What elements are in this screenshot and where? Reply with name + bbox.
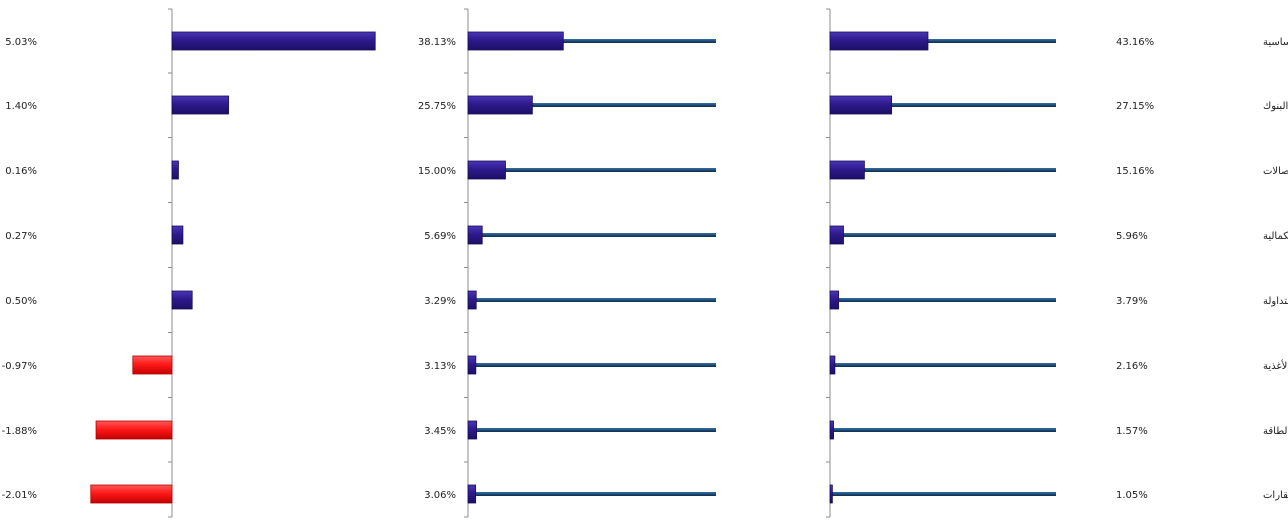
share-middle-track <box>468 298 716 302</box>
change-bar <box>171 95 229 115</box>
change-value-label: 1.40% <box>5 101 37 112</box>
share-right-bar <box>829 355 836 375</box>
share-middle-track <box>468 363 716 367</box>
share-middle-track <box>468 428 716 432</box>
share-middle-value-label: 5.69% <box>424 231 456 242</box>
share-middle-bar <box>467 484 477 504</box>
sector-name-label: الطاقة <box>1263 426 1288 437</box>
change-bar <box>95 420 173 440</box>
change-value-label: 0.27% <box>5 231 37 242</box>
share-right-bar <box>829 225 844 245</box>
change-bar <box>90 484 173 504</box>
share-middle-value-label: 25.75% <box>418 101 456 112</box>
change-value-label: 5.03% <box>5 37 37 48</box>
share-middle-value-label: 3.13% <box>424 361 456 372</box>
share-middle-value-label: 3.06% <box>424 490 456 501</box>
share-middle-value-label: 38.13% <box>418 37 456 48</box>
change-bar <box>171 225 184 245</box>
share-middle-track <box>468 103 716 107</box>
share-middle-track <box>468 168 716 172</box>
share-middle-value-label: 15.00% <box>418 166 456 177</box>
share-middle-bar <box>467 160 506 180</box>
share-right-value-label: 43.16% <box>1116 37 1154 48</box>
share-middle-value-label: 3.45% <box>424 426 456 437</box>
share-right-bar <box>829 31 929 51</box>
share-middle-track <box>468 233 716 237</box>
share-right-value-label: 5.96% <box>1116 231 1148 242</box>
share-right-track <box>830 428 1056 432</box>
share-right-value-label: 3.79% <box>1116 296 1148 307</box>
sector-name-label: الصناديق العقارية المتداولة <box>1263 296 1288 307</box>
share-middle-bar <box>467 355 477 375</box>
share-middle-bar <box>467 420 478 440</box>
share-middle-bar <box>467 95 533 115</box>
change-value-label: 0.16% <box>5 166 37 177</box>
change-bar <box>171 160 179 180</box>
share-right-value-label: 1.05% <box>1116 490 1148 501</box>
sector-name-label: تجزئة السلع الكمالية <box>1263 231 1288 242</box>
share-right-value-label: 1.57% <box>1116 426 1148 437</box>
sector-name-label: البنوك <box>1263 101 1288 112</box>
change-bar <box>171 290 193 310</box>
share-right-track <box>830 363 1056 367</box>
share-right-bar <box>829 420 834 440</box>
sector-share-chart-middle: 38.13% 25.75% 15.00% 5.69% 3.29% 3.13% 3.45% 3.… <box>418 8 716 518</box>
share-right-track <box>830 233 1056 237</box>
sector-name-label: تجزئة الأغذية <box>1263 359 1288 372</box>
share-right-value-label: 15.16% <box>1116 166 1154 177</box>
share-middle-bar <box>467 31 564 51</box>
share-right-track <box>830 492 1056 496</box>
share-right-track <box>830 103 1056 107</box>
share-right-bar <box>829 160 865 180</box>
change-value-label: 0.50% <box>5 296 37 307</box>
sector-share-chart-right: 43.16% المواد الأساسية 27.15% البنوك 15.16% ا… <box>826 8 1288 518</box>
share-middle-track <box>468 39 716 43</box>
share-middle-track <box>468 492 716 496</box>
share-right-value-label: 2.16% <box>1116 361 1148 372</box>
share-middle-bar <box>467 290 477 310</box>
change-bar <box>171 31 376 51</box>
share-middle-bar <box>467 225 483 245</box>
share-right-track <box>830 298 1056 302</box>
sector-name-label: المواد الأساسية <box>1263 35 1288 48</box>
change-value-label: -1.88% <box>2 426 37 437</box>
sector-name-label: إدارة وتطوير العقارات <box>1263 490 1288 501</box>
share-right-bar <box>829 95 893 115</box>
share-right-track <box>830 39 1056 43</box>
change-bar <box>132 355 173 375</box>
share-right-track <box>830 168 1056 172</box>
sector-name-label: الإتصالات <box>1263 166 1288 177</box>
share-right-bar <box>829 290 840 310</box>
change-value-label: -0.97% <box>2 361 37 372</box>
change-value-label: -2.01% <box>2 490 37 501</box>
share-right-bar <box>829 484 833 504</box>
share-right-value-label: 27.15% <box>1116 101 1154 112</box>
sector-change-chart: 5.03% 1.40% 0.16% 0.27% 0.50% -0.97% -1.88% -2.… <box>2 8 376 518</box>
share-middle-value-label: 3.29% <box>424 296 456 307</box>
